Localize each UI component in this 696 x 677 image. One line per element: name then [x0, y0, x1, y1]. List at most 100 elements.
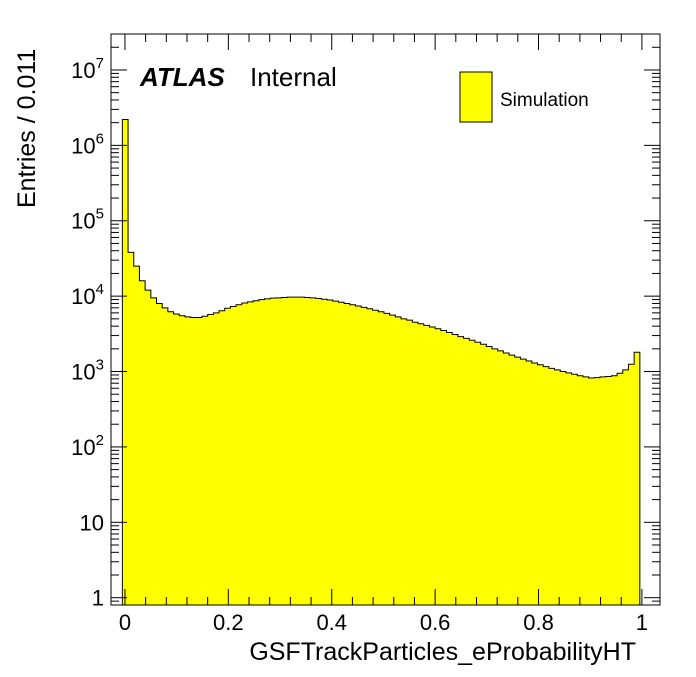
histogram-bin [600, 376, 607, 605]
histogram-bin [184, 316, 192, 605]
histogram-bin [565, 372, 573, 605]
histogram-bin [281, 297, 288, 605]
histogram-bin [344, 303, 351, 605]
histogram-bin [247, 301, 254, 605]
histogram-bin [509, 355, 516, 605]
x-tick-labels: 0 0.2 0.4 0.6 0.8 1 [119, 610, 648, 635]
histogram-bin [543, 366, 550, 605]
histogram-bin [423, 325, 431, 605]
x-tick-label: 0.8 [523, 610, 554, 635]
histogram-bin [531, 362, 539, 605]
histogram-bin [446, 332, 453, 605]
histogram-bin [150, 297, 158, 605]
x-tick-label: 0.2 [213, 610, 244, 635]
histogram-bin [355, 306, 362, 605]
histogram-bin [406, 320, 413, 605]
histogram-bin [491, 348, 499, 605]
histogram-bin [486, 346, 493, 605]
histogram-bin [190, 317, 197, 605]
histogram-bin [122, 119, 129, 605]
histogram-bin [401, 318, 408, 605]
histogram-bin [349, 304, 357, 605]
x-tick-label: 1 [636, 610, 648, 635]
histogram-bin [474, 342, 482, 605]
histogram-bin [429, 326, 436, 605]
histogram-bin [560, 371, 567, 605]
histogram-bin [315, 298, 322, 605]
histogram-bin [588, 378, 595, 605]
histogram-bin [395, 316, 402, 605]
histogram-bin [219, 310, 226, 605]
histogram-bin [469, 340, 476, 605]
histogram-bin [224, 308, 232, 605]
histogram-bin [310, 297, 317, 605]
histogram-bin [503, 353, 510, 605]
histogram-bin [440, 330, 448, 605]
histogram-bin [287, 297, 294, 605]
histogram-bin [156, 303, 163, 605]
histogram-bin [577, 375, 584, 605]
histogram-bin [213, 312, 220, 605]
histogram-bin [617, 373, 624, 605]
y-tick-label: 105 [71, 206, 104, 234]
plot-frame [110, 33, 661, 606]
histogram-bin [162, 307, 169, 605]
histogram-bin [435, 328, 442, 605]
histogram-bin [236, 304, 243, 605]
x-tick-label: 0 [119, 610, 131, 635]
axis-ticks [111, 33, 660, 606]
y-tick-label: 103 [71, 357, 104, 385]
histogram-bin [128, 252, 135, 605]
histogram-bin [457, 336, 465, 605]
histogram-bin [201, 316, 209, 605]
histogram-bin [332, 301, 340, 605]
legend-entry-simulation: Simulation [500, 90, 589, 111]
histogram-bin [207, 314, 214, 605]
histogram-bin [622, 369, 630, 605]
histogram-bin [383, 313, 391, 605]
legend: Simulation [459, 71, 589, 123]
legend-swatch [459, 71, 493, 123]
histogram-bin [611, 375, 618, 605]
histogram-bin [520, 359, 527, 605]
histogram-bin [463, 338, 470, 605]
x-tick-label: 0.4 [316, 610, 347, 635]
histogram-bin [605, 376, 613, 605]
y-tick-label: 106 [71, 130, 104, 158]
histogram-bin [418, 323, 425, 605]
histogram-bin [366, 308, 374, 605]
histogram-bin [304, 297, 311, 605]
histogram-bin [338, 302, 345, 605]
histogram-bin [133, 266, 141, 605]
histogram-bin [264, 298, 271, 605]
histogram-bin [167, 311, 175, 605]
histogram-bin [321, 299, 328, 605]
histogram-bin [327, 299, 334, 605]
histogram-bin [378, 311, 385, 605]
atlas-brand-label: ATLAS [139, 62, 225, 92]
histogram-bin [526, 360, 533, 605]
x-tick-label: 0.6 [420, 610, 451, 635]
histogram-outline [121, 119, 641, 605]
histogram-bin [594, 377, 601, 605]
histogram-bin [582, 376, 590, 605]
histogram-bin [480, 344, 487, 605]
histogram-bin [554, 369, 561, 605]
histogram-bin [145, 290, 152, 605]
histogram-bin [270, 298, 277, 605]
histogram-bin [241, 303, 249, 605]
histogram-bin [452, 334, 459, 605]
histogram-bin [298, 297, 305, 605]
histogram-bin [253, 300, 260, 605]
y-tick-labels: 1 10 102 103 104 105 106 107 [71, 55, 104, 611]
histogram-bin [412, 322, 419, 605]
histogram-bin [389, 315, 396, 605]
histogram-bin [548, 368, 556, 605]
histogram-bin [634, 352, 641, 605]
histogram-bin [139, 280, 146, 605]
histogram-bin [628, 364, 635, 605]
histogram-bin [258, 299, 266, 605]
y-tick-label: 1 [92, 586, 104, 611]
